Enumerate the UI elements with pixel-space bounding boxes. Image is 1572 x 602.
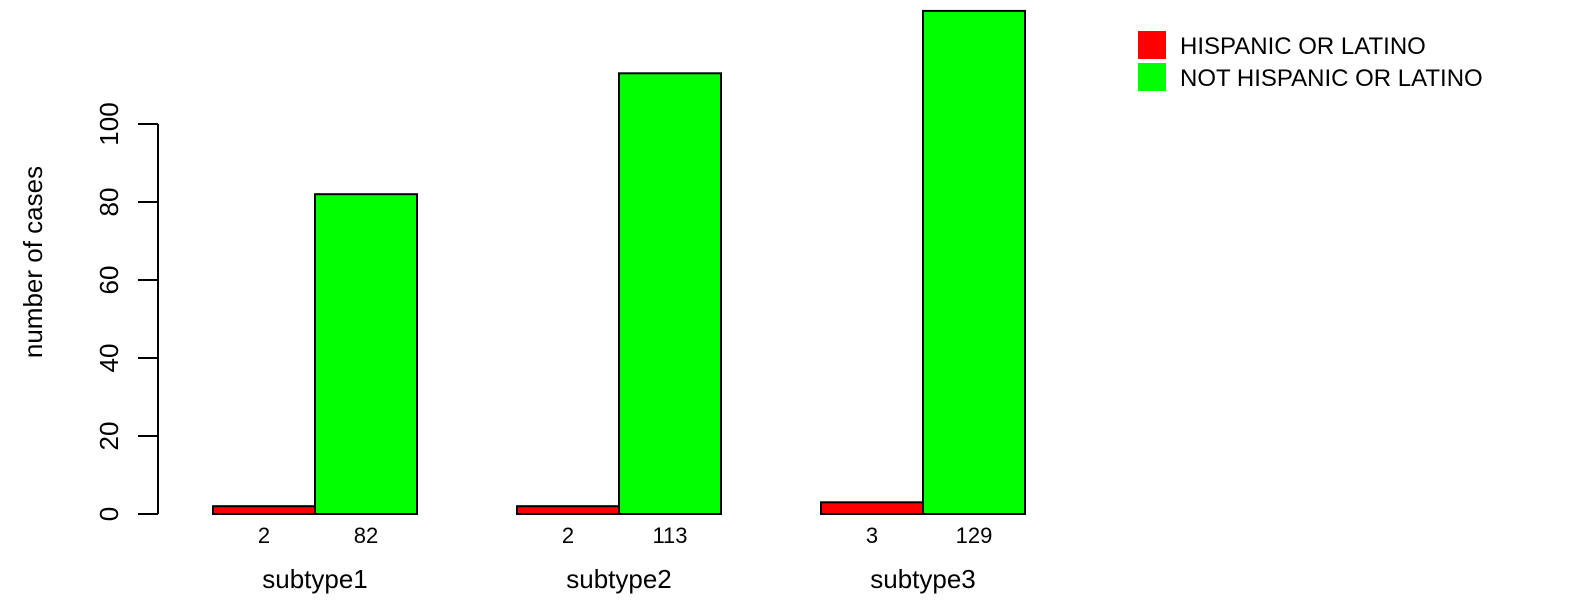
- y-tick-label: 100: [94, 102, 124, 145]
- category-label-subtype3: subtype3: [870, 564, 976, 594]
- bar-value-label: 129: [956, 523, 993, 548]
- y-tick-label: 80: [94, 188, 124, 217]
- bar-subtype3-not-hispanic: [922, 9, 1026, 516]
- bar-subtype2-hispanic: [516, 505, 620, 516]
- bar-value-label: 82: [354, 523, 378, 548]
- legend-swatch: [1138, 63, 1166, 91]
- legend: HISPANIC OR LATINO NOT HISPANIC OR LATINO: [1138, 31, 1483, 92]
- bars: [212, 9, 1026, 516]
- y-tick-label: 20: [94, 422, 124, 451]
- bar-subtype1-hispanic: [212, 505, 316, 516]
- y-tick-label: 40: [94, 344, 124, 373]
- x-axis-labels: 2 82 subtype1 2 113 subtype2 3 129 subtype3: [258, 523, 992, 594]
- bar-value-label: 2: [258, 523, 270, 548]
- y-axis: 0 20 40 60 80 100: [94, 102, 159, 521]
- bar-value-label: 113: [652, 523, 687, 548]
- y-axis-label: number of cases: [18, 166, 48, 358]
- legend-swatch: [1138, 31, 1166, 59]
- bar-value-label: 3: [866, 523, 878, 548]
- legend-label: NOT HISPANIC OR LATINO: [1180, 65, 1483, 92]
- legend-label: HISPANIC OR LATINO: [1180, 33, 1426, 60]
- bar-value-label: 2: [562, 523, 574, 548]
- category-label-subtype1: subtype1: [262, 564, 368, 594]
- y-tick-label: 60: [94, 266, 124, 295]
- category-label-subtype2: subtype2: [566, 564, 672, 594]
- bar-subtype1-not-hispanic: [314, 193, 418, 515]
- bar-subtype3-hispanic: [820, 501, 924, 515]
- bar-subtype2-not-hispanic: [618, 72, 722, 516]
- y-tick-label: 0: [94, 507, 124, 521]
